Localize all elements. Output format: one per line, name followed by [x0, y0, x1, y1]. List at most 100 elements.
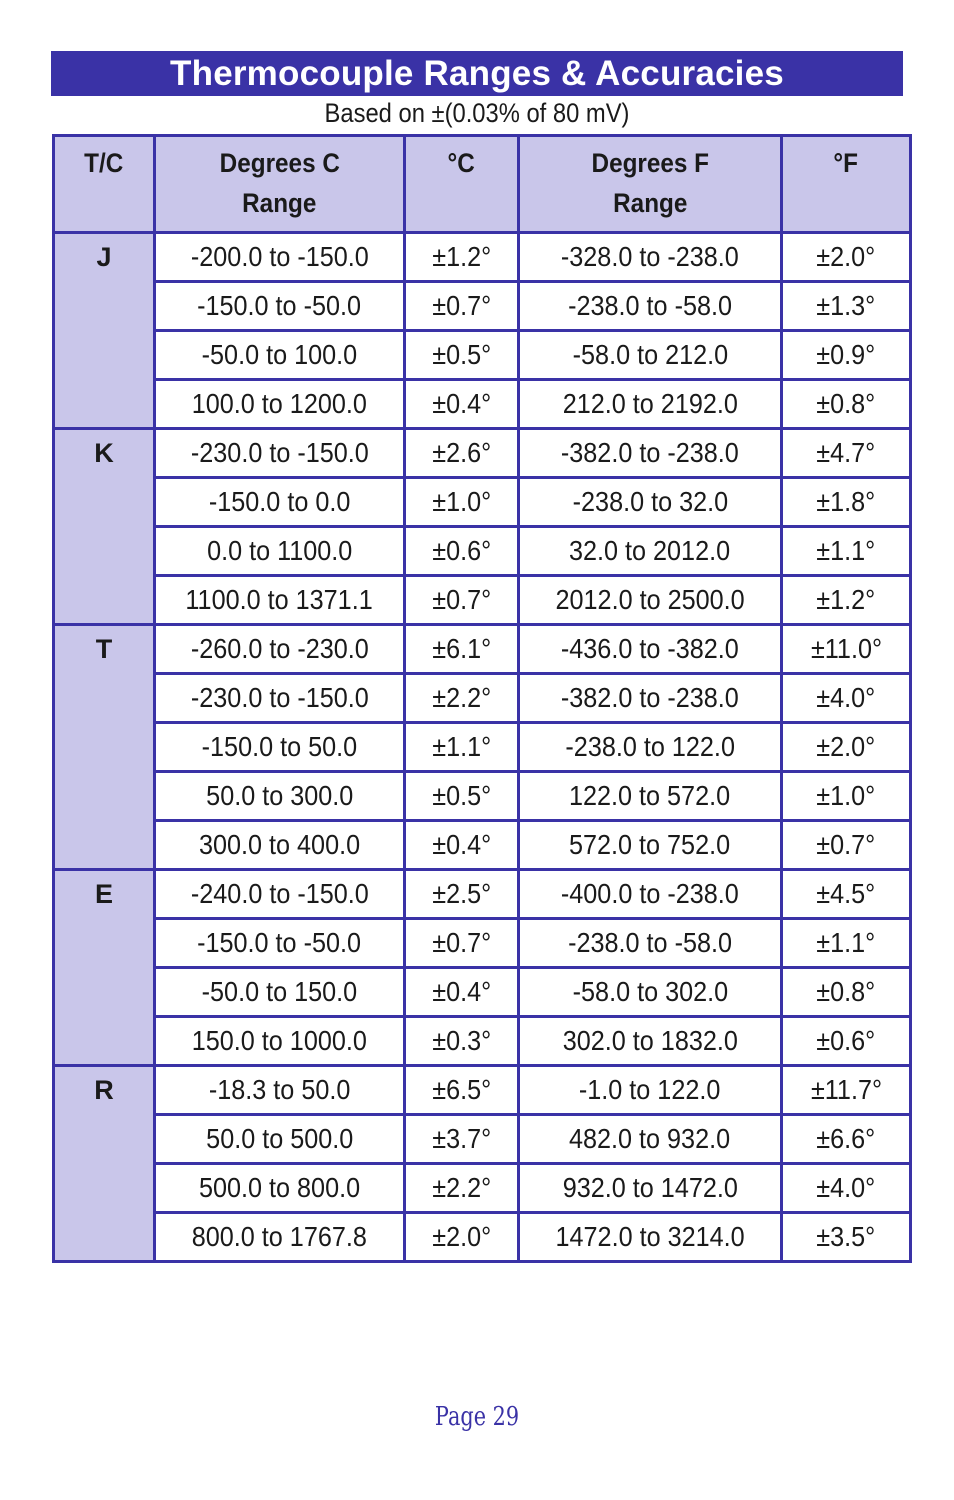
celsius-range-cell-text: -230.0 to -150.0: [190, 437, 369, 468]
celsius-range-cell-text: -150.0 to 0.0: [208, 486, 351, 517]
fahrenheit-accuracy-cell-text: ±6.6°: [816, 1123, 876, 1154]
celsius-accuracy-cell-text: ±0.4°: [432, 388, 491, 419]
fahrenheit-accuracy-cell: ±0.6°: [780, 1015, 912, 1067]
celsius-accuracy-cell-text: ±6.1°: [432, 633, 491, 664]
celsius-range-cell-text: 50.0 to 500.0: [205, 1123, 354, 1154]
header-degrees-c-range: Degrees C Range: [153, 134, 406, 234]
fahrenheit-accuracy-cell-text: ±2.0°: [816, 731, 876, 762]
celsius-range-cell: -230.0 to -150.0: [153, 427, 406, 479]
celsius-accuracy-cell: ±0.5°: [403, 329, 520, 381]
table-row: -50.0 to 150.0 ±0.4° -58.0 to 302.0 ±0.8°: [54, 966, 912, 1018]
fahrenheit-accuracy-cell-text: ±1.0°: [816, 780, 876, 811]
thermocouple-table: T/C Degrees C Range °C Degrees F Range °…: [52, 134, 912, 1263]
thermocouple-type-cell: T: [52, 623, 156, 871]
fahrenheit-accuracy-cell-text: ±4.7°: [816, 437, 876, 468]
celsius-accuracy-cell-text: ±0.4°: [432, 976, 491, 1007]
celsius-accuracy-cell-text: ±2.0°: [432, 1221, 491, 1252]
celsius-accuracy-cell: ±2.0°: [403, 1211, 520, 1263]
fahrenheit-range-cell-text: 932.0 to 1472.0: [562, 1172, 738, 1203]
fahrenheit-range-cell-text: -238.0 to -58.0: [568, 290, 732, 321]
celsius-accuracy-cell-text: ±0.6°: [432, 535, 491, 566]
fahrenheit-range-cell-text: -238.0 to 122.0: [565, 731, 735, 762]
celsius-range-cell: 50.0 to 300.0: [153, 770, 406, 822]
header-degrees-c-line2: Range: [242, 188, 317, 218]
fahrenheit-range-cell: 122.0 to 572.0: [517, 770, 783, 822]
celsius-accuracy-cell: ±0.3°: [403, 1015, 520, 1067]
celsius-accuracy-cell-text: ±1.1°: [432, 731, 491, 762]
celsius-accuracy-cell: ±0.7°: [403, 917, 520, 969]
table-row: -50.0 to 100.0 ±0.5° -58.0 to 212.0 ±0.9°: [54, 329, 912, 381]
table-row: -150.0 to 50.0 ±1.1° -238.0 to 122.0 ±2.0°: [54, 721, 912, 773]
fahrenheit-range-cell: -58.0 to 302.0: [517, 966, 783, 1018]
celsius-range-cell: -50.0 to 150.0: [153, 966, 406, 1018]
fahrenheit-range-cell: 2012.0 to 2500.0: [517, 574, 783, 626]
celsius-accuracy-cell: ±0.4°: [403, 966, 520, 1018]
fahrenheit-accuracy-cell: ±0.9°: [780, 329, 912, 381]
thermocouple-type-cell: K: [52, 427, 156, 626]
table-row: -150.0 to -50.0 ±0.7° -238.0 to -58.0 ±1.1°: [54, 917, 912, 969]
celsius-accuracy-cell: ±0.5°: [403, 770, 520, 822]
table-row: J -200.0 to -150.0 ±1.2° -328.0 to -238.0 ±2…: [52, 231, 912, 430]
fahrenheit-accuracy-cell-text: ±0.7°: [816, 829, 876, 860]
celsius-accuracy-cell-text: ±0.7°: [432, 290, 491, 321]
celsius-range-cell-text: -260.0 to -230.0: [190, 633, 369, 664]
celsius-range-cell-text: -240.0 to -150.0: [190, 878, 369, 909]
fahrenheit-accuracy-cell: ±4.5°: [780, 868, 912, 920]
table-row: 500.0 to 800.0 ±2.2° 932.0 to 1472.0 ±4.0°: [54, 1162, 912, 1214]
celsius-range-cell-text: 500.0 to 800.0: [198, 1172, 361, 1203]
celsius-range-cell: 100.0 to 1200.0: [153, 378, 406, 430]
fahrenheit-accuracy-cell-text: ±11.7°: [810, 1074, 882, 1105]
thermocouple-type-cell: E: [52, 868, 156, 1067]
celsius-range-cell-text: -150.0 to -50.0: [197, 290, 362, 321]
table-row: 100.0 to 1200.0 ±0.4° 212.0 to 2192.0 ±0.8°: [54, 378, 912, 430]
celsius-range-cell-text: 150.0 to 1000.0: [191, 1025, 368, 1056]
header-c-label: °C: [447, 148, 476, 178]
page-subtitle: Based on ±(0.03% of 80 mV): [324, 98, 630, 128]
fahrenheit-range-cell: -400.0 to -238.0: [517, 868, 783, 920]
celsius-range-cell: 150.0 to 1000.0: [153, 1015, 406, 1067]
header-degrees-f-range: Degrees F Range: [517, 134, 783, 234]
table-row: 1100.0 to 1371.1 ±0.7° 2012.0 to 2500.0 ±1.…: [54, 574, 912, 626]
page-number: Page 29: [434, 1402, 520, 1432]
fahrenheit-range-cell-text: 2012.0 to 2500.0: [555, 584, 745, 615]
fahrenheit-range-cell-text: 32.0 to 2012.0: [569, 535, 731, 566]
header-degrees-c-line1: Degrees C: [219, 148, 340, 178]
table-row: T -260.0 to -230.0 ±6.1° -436.0 to -382.0 ±1…: [52, 623, 912, 871]
fahrenheit-accuracy-cell: ±1.8°: [780, 476, 912, 528]
header-row: T/C Degrees C Range °C Degrees F Range °…: [52, 134, 912, 234]
fahrenheit-accuracy-cell-text: ±0.8°: [816, 388, 876, 419]
fahrenheit-range-cell-text: 572.0 to 752.0: [569, 829, 731, 860]
celsius-range-cell: -18.3 to 50.0: [153, 1064, 406, 1116]
fahrenheit-range-cell-text: 302.0 to 1832.0: [562, 1025, 738, 1056]
fahrenheit-range-cell: -238.0 to -58.0: [517, 280, 783, 332]
table-body: J -200.0 to -150.0 ±1.2° -328.0 to -238.0 ±2…: [52, 231, 912, 1263]
table-row: 50.0 to 300.0 ±0.5° 122.0 to 572.0 ±1.0°: [54, 770, 912, 822]
fahrenheit-accuracy-cell-text: ±3.5°: [816, 1221, 876, 1252]
fahrenheit-range-cell-text: -58.0 to 212.0: [572, 339, 728, 370]
celsius-range-cell-text: -18.3 to 50.0: [208, 1074, 351, 1105]
celsius-range-cell: -260.0 to -230.0: [153, 623, 406, 675]
thermocouple-type-cell: J: [52, 231, 156, 430]
celsius-accuracy-cell: ±2.2°: [403, 1162, 520, 1214]
celsius-range-cell: -150.0 to 50.0: [153, 721, 406, 773]
celsius-range-cell: -150.0 to -50.0: [153, 917, 406, 969]
celsius-range-cell-text: -230.0 to -150.0: [190, 682, 369, 713]
celsius-range-cell-text: -150.0 to 50.0: [201, 731, 358, 762]
celsius-range-cell-text: 0.0 to 1100.0: [206, 535, 353, 566]
fahrenheit-accuracy-cell-text: ±1.8°: [816, 486, 876, 517]
celsius-range-cell: -240.0 to -150.0: [153, 868, 406, 920]
celsius-accuracy-cell-text: ±1.2°: [432, 241, 491, 272]
fahrenheit-accuracy-cell: ±0.8°: [780, 378, 912, 430]
fahrenheit-accuracy-cell-text: ±0.8°: [816, 976, 876, 1007]
fahrenheit-accuracy-cell: ±1.2°: [780, 574, 912, 626]
celsius-range-cell-text: -50.0 to 150.0: [201, 976, 358, 1007]
fahrenheit-range-cell: -328.0 to -238.0: [517, 231, 783, 283]
celsius-range-cell: 300.0 to 400.0: [153, 819, 406, 871]
fahrenheit-range-cell: -238.0 to -58.0: [517, 917, 783, 969]
fahrenheit-accuracy-cell: ±11.0°: [780, 623, 912, 675]
fahrenheit-range-cell: 482.0 to 932.0: [517, 1113, 783, 1165]
celsius-accuracy-cell: ±2.5°: [403, 868, 520, 920]
fahrenheit-accuracy-cell-text: ±1.2°: [816, 584, 876, 615]
celsius-accuracy-cell-text: ±2.6°: [432, 437, 491, 468]
table-row: 0.0 to 1100.0 ±0.6° 32.0 to 2012.0 ±1.1°: [54, 525, 912, 577]
